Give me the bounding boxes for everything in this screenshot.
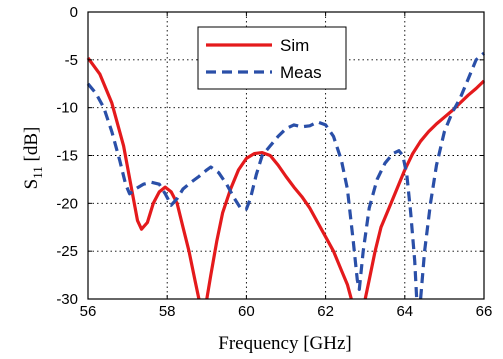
y-axis-label: S11 [dB]	[21, 127, 45, 190]
series-sim	[86, 56, 486, 300]
y-tick-label: -5	[65, 52, 78, 69]
y-tick-label: -20	[56, 195, 78, 212]
y-tick-label: 0	[70, 4, 78, 21]
y-tick-label: -15	[56, 148, 78, 165]
y-axis-label-unit: [dB]	[21, 127, 42, 167]
y-axis-label-subscript: 11	[30, 166, 45, 179]
series-line-sim	[363, 79, 486, 300]
legend-label-sim: Sim	[280, 36, 309, 55]
series-line-meas	[419, 51, 486, 300]
plot-series	[86, 51, 486, 300]
x-axis-label: Frequency [GHz]	[218, 333, 351, 354]
y-tick-label: -30	[56, 291, 78, 308]
legend: Sim Meas	[197, 26, 347, 90]
y-axis-label-main: S	[21, 179, 42, 190]
series-line-sim	[205, 151, 353, 300]
series-meas	[86, 51, 486, 300]
y-tick-label: -10	[56, 100, 78, 117]
grid	[88, 12, 484, 299]
x-tick-label: 66	[476, 303, 493, 320]
x-tick-label: 58	[159, 303, 176, 320]
y-tick-label: -25	[56, 243, 78, 260]
series-line-sim	[86, 56, 201, 300]
legend-label-meas: Meas	[280, 63, 322, 82]
axis-ticks: 56 58 60 62 64 66 0 -5 -10 -15 -20 -25 -30	[56, 4, 492, 320]
x-tick-label: 62	[317, 303, 334, 320]
x-tick-label: 64	[396, 303, 413, 320]
x-tick-label: 56	[80, 303, 97, 320]
x-tick-label: 60	[238, 303, 255, 320]
series-line-meas	[86, 82, 419, 300]
legend-box	[197, 26, 347, 90]
